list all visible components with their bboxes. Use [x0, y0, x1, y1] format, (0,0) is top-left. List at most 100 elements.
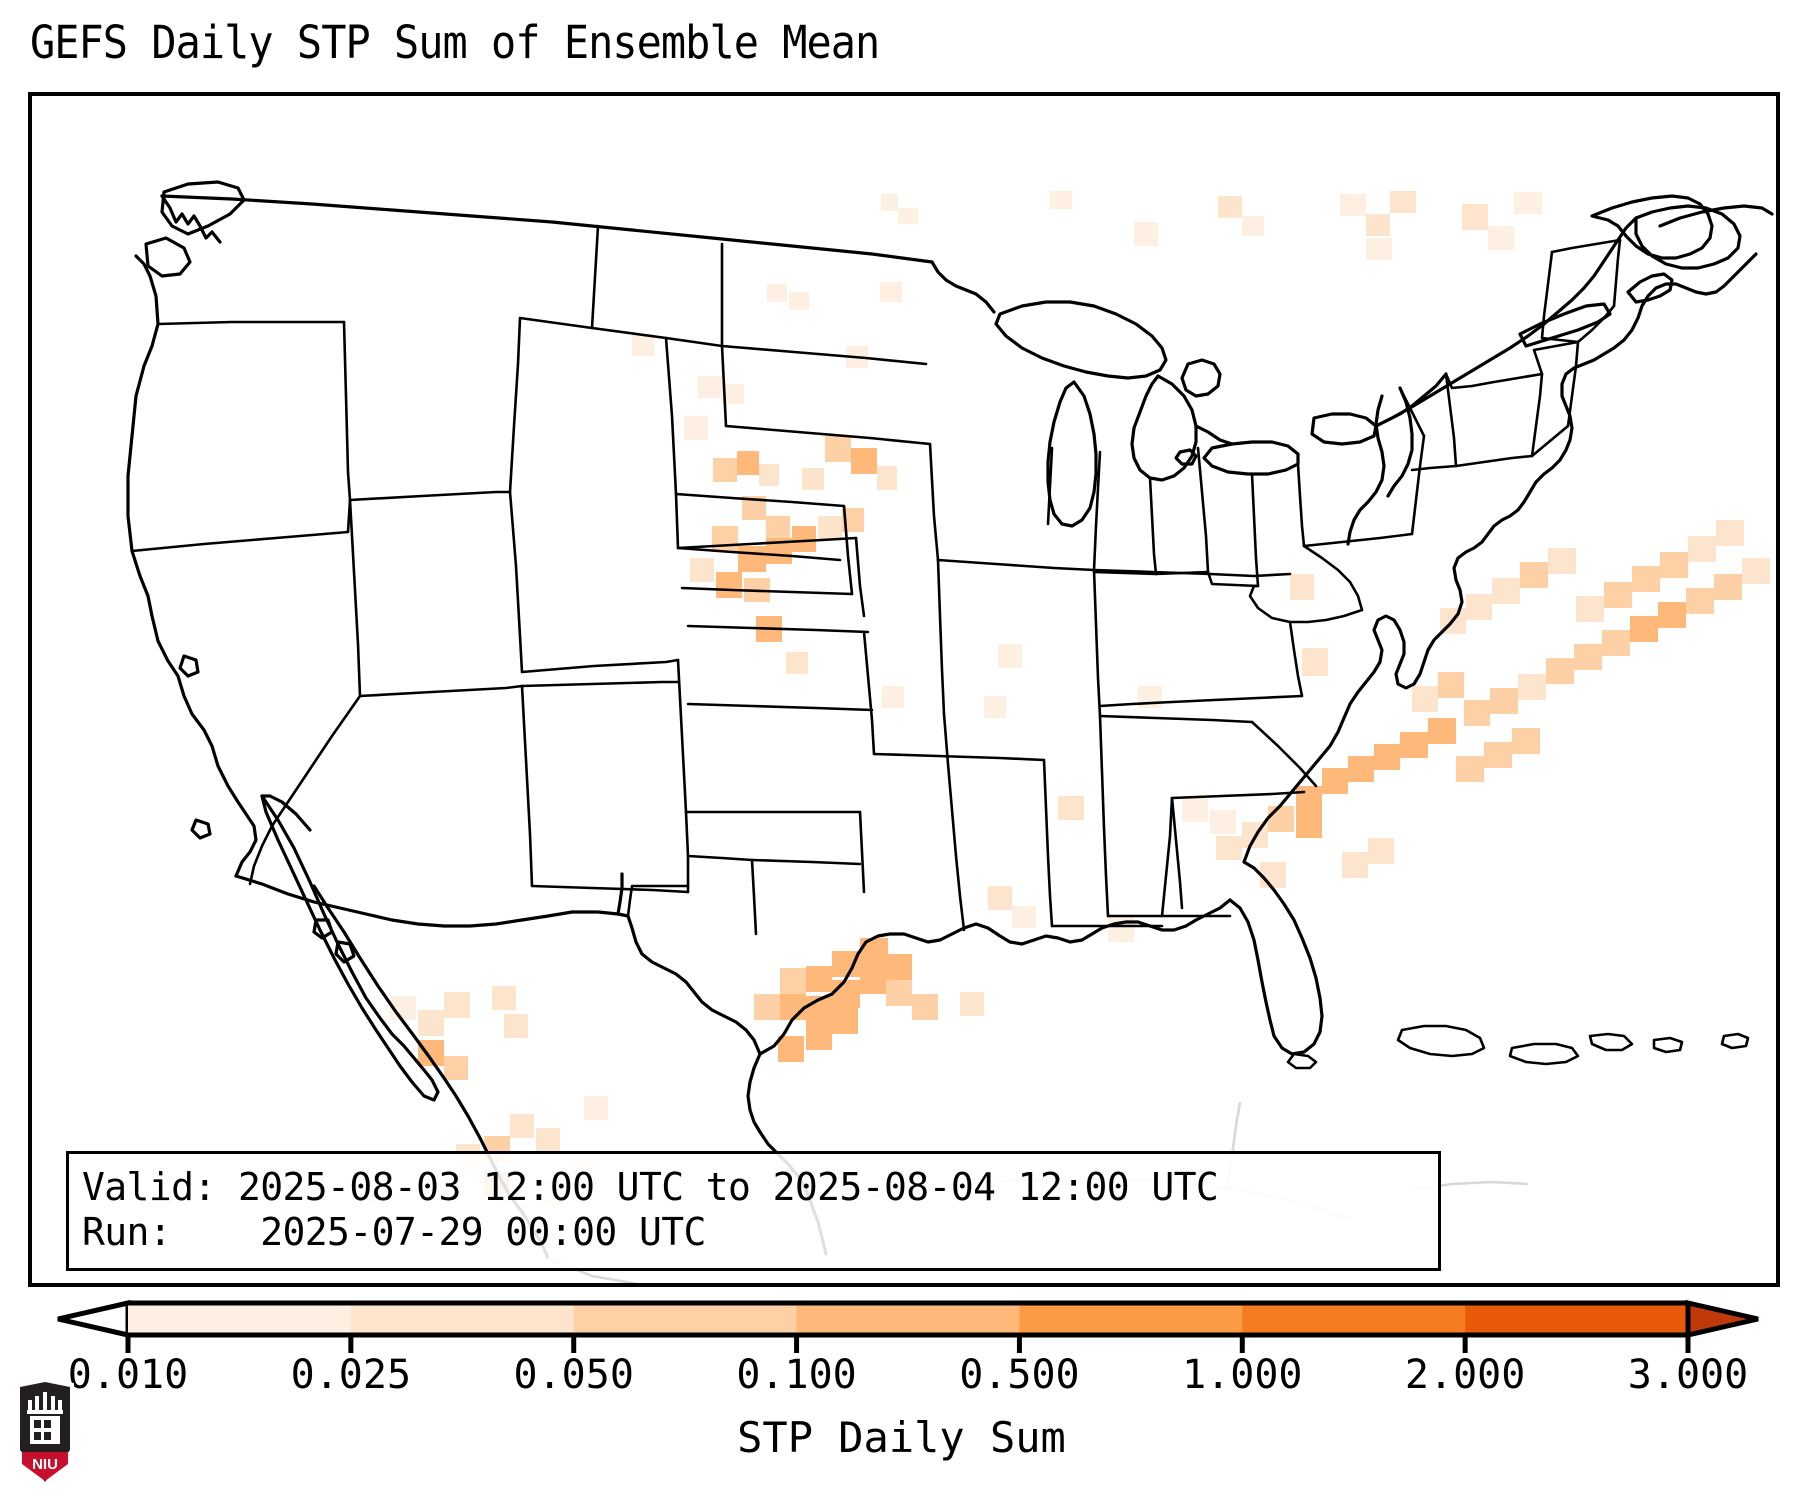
small-isl-d	[190, 818, 212, 840]
stp-cell	[492, 986, 516, 1010]
coastline-pacific	[126, 254, 258, 878]
stp-cell	[1518, 674, 1546, 700]
stp-cell	[984, 696, 1006, 718]
stp-cell	[737, 451, 759, 475]
colorbar-segment	[796, 1303, 1021, 1335]
baja-california	[260, 794, 440, 1102]
stp-cell	[998, 644, 1022, 668]
stp-shaded-field	[362, 191, 1770, 1205]
stp-cell	[712, 526, 738, 552]
stp-cell	[444, 992, 470, 1018]
stp-cell	[886, 980, 912, 1006]
stp-cell	[754, 994, 780, 1020]
stp-cell	[1390, 191, 1416, 213]
baja-island-a	[312, 918, 334, 940]
georgian-bay	[1180, 358, 1222, 398]
stp-cell	[1602, 630, 1630, 656]
colorbar-tick-label: 0.050	[513, 1352, 634, 1398]
stp-cell	[1484, 742, 1512, 768]
stp-cell	[1742, 558, 1770, 584]
stp-cell	[1604, 582, 1632, 608]
stp-cell	[1302, 648, 1328, 676]
stp-cell	[1050, 191, 1072, 209]
stp-cell	[1348, 756, 1374, 782]
colorbar[interactable]	[0, 1295, 1803, 1355]
stp-cell	[1490, 688, 1518, 714]
state-borders-plains	[674, 344, 940, 894]
stp-cell	[418, 1010, 444, 1036]
stp-cell	[789, 292, 809, 310]
stp-cell	[1242, 216, 1264, 236]
nova-scotia-coast	[1658, 204, 1774, 228]
stp-cell	[912, 994, 938, 1020]
stp-cell	[1012, 906, 1036, 928]
colorbar-segment	[1019, 1303, 1243, 1335]
stp-cell	[1546, 658, 1574, 684]
lake-ontario	[1310, 412, 1378, 446]
stp-cell	[806, 966, 832, 992]
stp-cell	[1688, 536, 1716, 562]
stp-cell	[778, 1036, 804, 1062]
colorbar-outline	[128, 1300, 1688, 1338]
stp-cell	[1488, 226, 1514, 250]
geography-outlines	[126, 180, 1774, 1283]
us-canada-border-west	[160, 194, 934, 264]
stp-cell	[444, 1056, 468, 1080]
canada-border-east	[1194, 424, 1234, 446]
stp-cell	[1438, 672, 1464, 698]
stp-cell	[960, 992, 984, 1016]
stp-cell	[698, 376, 722, 398]
colorbar-segment	[350, 1303, 575, 1335]
stp-cell	[684, 416, 708, 440]
stp-cell	[1400, 732, 1428, 758]
colorbar-over-extension	[1685, 1299, 1759, 1339]
stp-cell	[713, 458, 737, 482]
lake-erie	[1202, 440, 1300, 476]
stp-cell	[767, 284, 787, 302]
us-mexico-border	[234, 874, 762, 1056]
stp-cell	[1456, 756, 1484, 782]
colorbar-tick-label: 0.025	[290, 1352, 412, 1398]
stp-cell	[766, 516, 790, 540]
stp-cell	[886, 954, 912, 980]
lake-stclair	[1174, 448, 1198, 466]
stp-cell	[1218, 196, 1242, 218]
stp-cell	[1268, 806, 1294, 832]
stp-cell	[851, 448, 877, 474]
lake-of-woods	[930, 260, 996, 314]
mexico-west-coast	[260, 794, 312, 832]
stp-cell	[1716, 520, 1744, 546]
stp-cell	[722, 384, 744, 404]
stp-cell	[860, 966, 886, 994]
stp-cell	[1660, 552, 1688, 578]
stp-cell	[1412, 686, 1438, 712]
valid-run-infobox: Valid: 2025-08-03 12:00 UTC to 2025-08-0…	[66, 1151, 1441, 1271]
stp-cell	[1134, 222, 1158, 246]
stp-cell	[1108, 916, 1134, 942]
stp-cell	[1548, 548, 1576, 574]
stp-cell	[1686, 588, 1714, 614]
baja-island-b	[334, 940, 356, 964]
map-panel[interactable]: Valid: 2025-08-03 12:00 UTC to 2025-08-0…	[28, 92, 1780, 1287]
stp-cell	[1374, 744, 1400, 770]
stp-cell	[842, 508, 864, 532]
colorbar-axis-label: STP Daily Sum	[737, 1413, 1066, 1462]
colorbar-tick-label: 0.500	[959, 1352, 1080, 1398]
colorbar-tick-label: 3.000	[1627, 1352, 1749, 1398]
state-borders-northeast	[1046, 238, 1622, 708]
valid-time-line: Valid: 2025-08-03 12:00 UTC to 2025-08-0…	[82, 1165, 1219, 1209]
stp-cell	[1632, 566, 1660, 592]
stp-cell	[1210, 810, 1236, 834]
stp-cell	[898, 208, 918, 224]
run-time-line: Run: 2025-07-29 00:00 UTC	[82, 1210, 706, 1254]
stp-cell	[1514, 192, 1542, 214]
puget-sound	[160, 194, 222, 244]
colorbar-svg[interactable]	[0, 1295, 1803, 1355]
stp-cell	[504, 1014, 528, 1038]
stp-cell	[1296, 812, 1322, 838]
colorbar-tick-label: 0.010	[67, 1352, 189, 1398]
stp-cell	[818, 516, 842, 540]
stp-cell	[632, 334, 654, 356]
stp-cell	[882, 686, 904, 708]
